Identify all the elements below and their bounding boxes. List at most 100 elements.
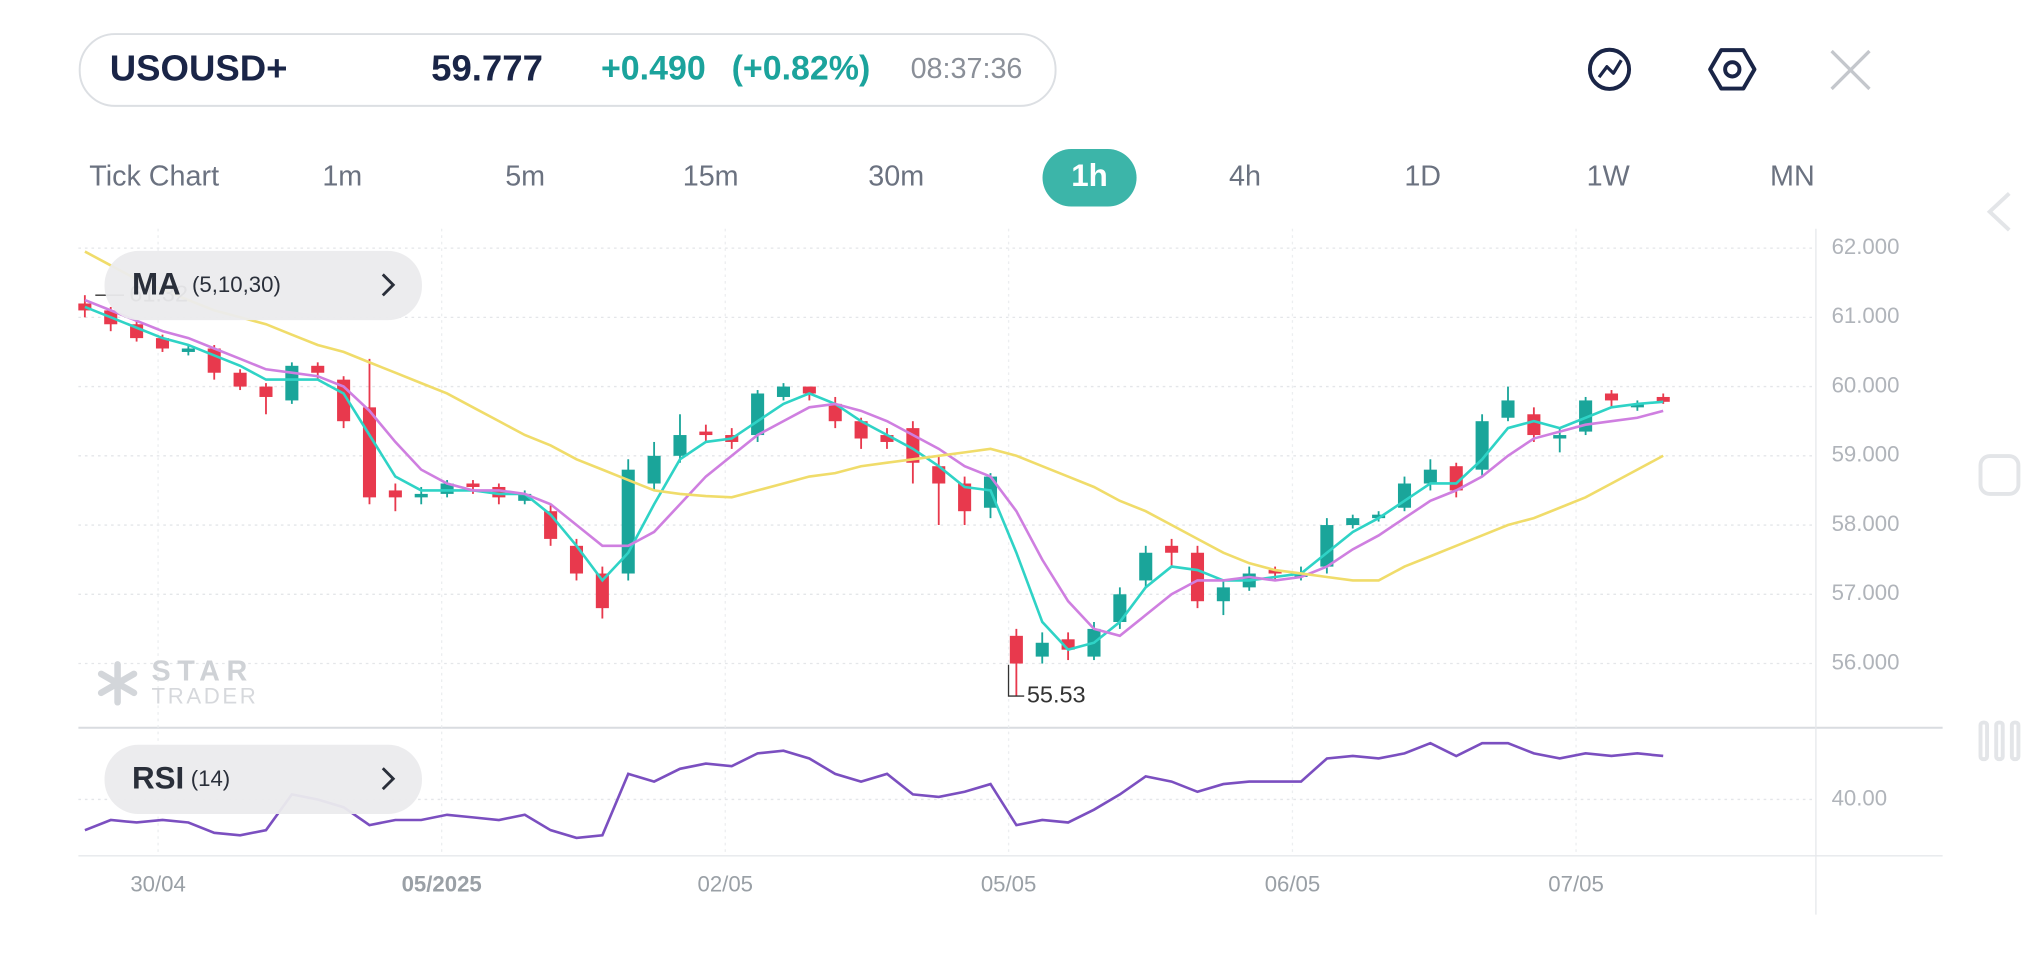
candle-body xyxy=(673,435,687,456)
candle-body xyxy=(233,372,247,387)
low-marker xyxy=(1007,664,1025,697)
ma-pill[interactable]: MA (5,10,30) xyxy=(104,250,422,321)
candle-body xyxy=(647,455,661,484)
candle-body xyxy=(1268,570,1282,574)
timeframe-tab[interactable]: 1W xyxy=(1587,160,1631,192)
y-tick-label: 58.000 xyxy=(1832,511,1900,536)
candle-body xyxy=(1501,400,1515,418)
candle-body xyxy=(1320,525,1334,567)
candle-body xyxy=(1475,421,1489,470)
candle-body xyxy=(1423,469,1437,484)
x-tick-label: 02/05 xyxy=(698,872,754,897)
candle-body xyxy=(1372,514,1386,519)
candle-body xyxy=(1113,594,1127,622)
candle-body xyxy=(1165,545,1179,553)
x-tick-label: 06/05 xyxy=(1265,872,1321,897)
candle-body xyxy=(1035,642,1049,657)
candle-body xyxy=(181,348,195,352)
timeframe-tab[interactable]: 30m xyxy=(868,160,924,192)
candle-body xyxy=(880,435,894,442)
timeframe-tab[interactable]: 1m xyxy=(322,160,362,192)
candle-body xyxy=(569,545,584,574)
x-tick-label: 30/04 xyxy=(130,872,186,897)
timeframe-tab[interactable]: 1h xyxy=(1071,158,1108,193)
candle-body xyxy=(492,486,506,498)
candle-body xyxy=(1061,639,1075,650)
candle-body xyxy=(388,490,402,498)
x-tick-label: 07/05 xyxy=(1548,872,1604,897)
ma-line xyxy=(84,250,1664,582)
settings-button[interactable] xyxy=(1708,48,1757,91)
timeframe-tab[interactable]: 4h xyxy=(1229,160,1261,192)
timeframe-selected xyxy=(1042,149,1137,207)
time: 08:37:36 xyxy=(911,53,1023,85)
side-home-icon xyxy=(1978,454,2021,496)
change: +0.490 xyxy=(601,50,706,88)
timeframe-tab[interactable]: 15m xyxy=(683,160,739,192)
timeframe-tab[interactable]: 5m xyxy=(505,160,545,192)
timeframe-tab[interactable]: MN xyxy=(1770,160,1815,192)
candle-body xyxy=(1346,518,1360,526)
symbol: USOUSD+ xyxy=(110,47,288,88)
indicator-button[interactable] xyxy=(1587,47,1632,91)
candle-body xyxy=(595,573,609,609)
y-tick-label: 56.000 xyxy=(1832,649,1900,674)
rsi-params: (14) xyxy=(191,766,230,791)
timeframe-tab[interactable]: 1D xyxy=(1404,160,1441,192)
candle-body xyxy=(699,431,713,436)
ma-params: (5,10,30) xyxy=(192,272,281,297)
price: 59.777 xyxy=(431,47,543,88)
ma-line xyxy=(84,305,1664,652)
candle-body xyxy=(285,365,299,401)
candle-body xyxy=(828,403,842,422)
candle-body xyxy=(776,386,791,397)
rsi-label: RSI xyxy=(132,760,184,795)
x-tick-label: 05/05 xyxy=(981,872,1037,897)
candle-body xyxy=(1139,552,1153,581)
watermark: STAR TRADER xyxy=(97,655,259,709)
side-back-icon xyxy=(1986,192,2011,232)
candle-body xyxy=(1527,414,1541,436)
candle-body xyxy=(311,365,325,373)
candle-body xyxy=(207,348,221,373)
candle-body xyxy=(518,493,532,501)
watermark-line2: TRADER xyxy=(152,684,259,709)
x-tick-label: 05/2025 xyxy=(402,872,482,897)
candle-body xyxy=(1009,635,1023,664)
candle-body xyxy=(1190,552,1205,602)
y-tick-label: 62.000 xyxy=(1832,234,1900,259)
ma-line xyxy=(84,298,1664,638)
candle-body xyxy=(78,303,92,311)
timeframe-tab[interactable]: Tick Chart xyxy=(89,160,219,192)
y-tick-label: 61.000 xyxy=(1832,303,1900,328)
close-button[interactable] xyxy=(1830,49,1871,91)
candle-body xyxy=(155,338,170,349)
rsi-tick-label: 40.00 xyxy=(1832,785,1888,810)
candle-body xyxy=(1656,396,1670,402)
candle-body xyxy=(958,483,972,512)
y-tick-label: 59.000 xyxy=(1832,442,1900,467)
candle-body xyxy=(854,421,868,439)
candle-body xyxy=(1604,393,1619,401)
rsi-pill[interactable]: RSI (14) xyxy=(104,744,422,814)
candle-body xyxy=(466,483,480,487)
candle-body xyxy=(259,386,273,397)
candle-body xyxy=(362,407,377,498)
candle-body xyxy=(1553,435,1567,439)
side-menu-icon xyxy=(1978,720,2021,762)
watermark-line1: STAR xyxy=(152,655,254,687)
low-marker-label: 55.53 xyxy=(1027,681,1086,707)
candle-body xyxy=(1216,587,1230,602)
quote-bar xyxy=(78,33,1057,107)
candle-body xyxy=(1630,403,1644,408)
candle-body xyxy=(802,386,816,394)
candle-body xyxy=(751,393,765,436)
candle-body xyxy=(932,466,946,484)
y-tick-label: 60.000 xyxy=(1832,372,1900,397)
candle-body xyxy=(440,483,454,494)
ma-label: MA xyxy=(132,266,181,301)
change-percent: (+0.82%) xyxy=(732,50,871,88)
candle-body xyxy=(1294,573,1308,577)
candle-body xyxy=(414,493,428,498)
